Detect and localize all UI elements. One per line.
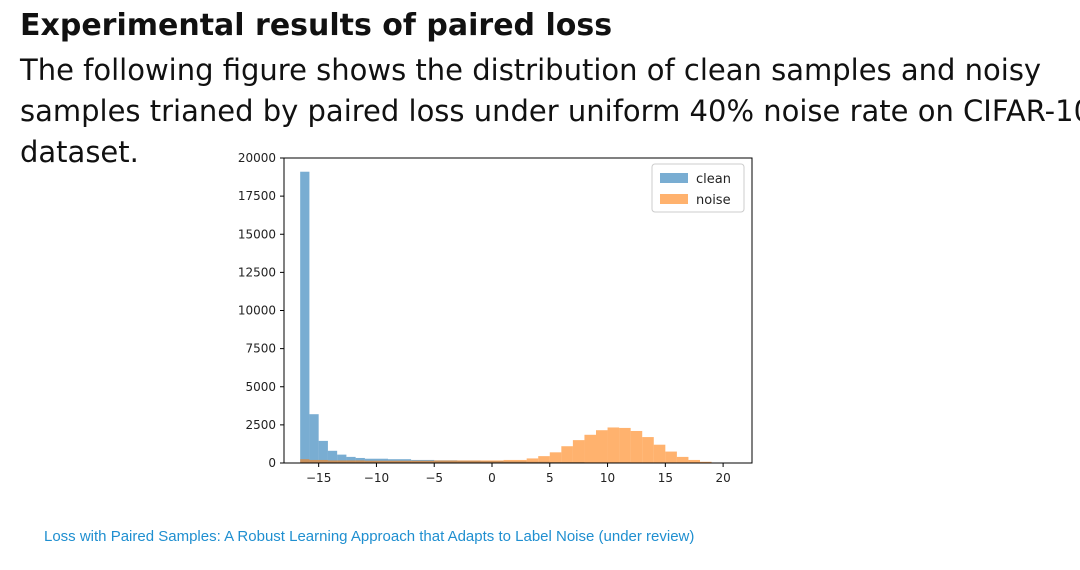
y-tick-label: 17500 [238, 189, 276, 203]
noise-bar [653, 444, 666, 463]
clean-bar [300, 171, 310, 463]
noise-bar [665, 451, 677, 463]
noise-bar [549, 452, 562, 463]
noise-bar [596, 430, 608, 463]
clean-bar [318, 440, 328, 463]
noise-bar [607, 427, 620, 463]
noise-bar [584, 434, 596, 463]
y-tick-label: 12500 [238, 265, 276, 279]
noise-bar [300, 459, 310, 463]
noise-bar [434, 460, 504, 463]
clean-bar [346, 456, 356, 463]
y-tick-label: 0 [268, 456, 276, 470]
chart-legend: clean noise [651, 163, 745, 213]
noise-bar [561, 446, 573, 463]
noise-bar [619, 427, 631, 463]
y-tick-label: 20000 [238, 151, 276, 165]
y-tick-label: 7500 [245, 342, 276, 356]
noise-series [300, 427, 712, 463]
x-tick-label: 10 [600, 471, 615, 485]
noise-bar [327, 460, 365, 463]
noise-bar [538, 456, 550, 463]
slide-title: Experimental results of paired loss [20, 8, 613, 43]
noise-bar [526, 458, 539, 463]
chart-axes: 0 2500 5000 7500 10000 12500 15000 17500 20000 −1… [238, 151, 753, 485]
y-tick-label: 15000 [238, 227, 276, 241]
slide-body: The following figure shows the distribut… [20, 50, 1080, 173]
y-tick-label: 10000 [238, 304, 276, 318]
x-tick-label: 15 [658, 471, 673, 485]
body-line-2: samples trianed by paired loss under uni… [20, 94, 1080, 128]
x-tick-label: 5 [546, 471, 554, 485]
y-tick-label: 2500 [245, 418, 276, 432]
legend-swatch-clean [660, 173, 688, 183]
noise-bar [572, 440, 585, 463]
x-tick-label: −5 [425, 471, 443, 485]
clean-bar [327, 450, 338, 463]
legend-label-clean: clean [696, 172, 731, 187]
x-tick-label: −15 [306, 471, 331, 485]
x-tick-label: −10 [364, 471, 389, 485]
legend-label-noise: noise [696, 193, 731, 208]
noise-bar [630, 430, 643, 463]
x-tick-label: 20 [715, 471, 730, 485]
noise-bar [364, 460, 435, 463]
clean-bar [309, 414, 319, 463]
noise-bar [700, 461, 712, 463]
noise-bar [309, 459, 328, 463]
noise-bar [642, 437, 654, 463]
clean-bar [337, 454, 347, 463]
body-line-1: The following figure shows the distribut… [20, 53, 1042, 87]
body-line-3: dataset. [20, 135, 139, 169]
noise-bar [688, 459, 700, 463]
noise-bar [676, 456, 689, 463]
x-tick-label: 0 [488, 471, 496, 485]
y-tick-label: 5000 [245, 380, 276, 394]
clean-series [300, 171, 712, 463]
legend-swatch-noise [660, 194, 688, 204]
noise-bar [503, 459, 527, 463]
citation-link[interactable]: Loss with Paired Samples: A Robust Learn… [44, 528, 695, 545]
